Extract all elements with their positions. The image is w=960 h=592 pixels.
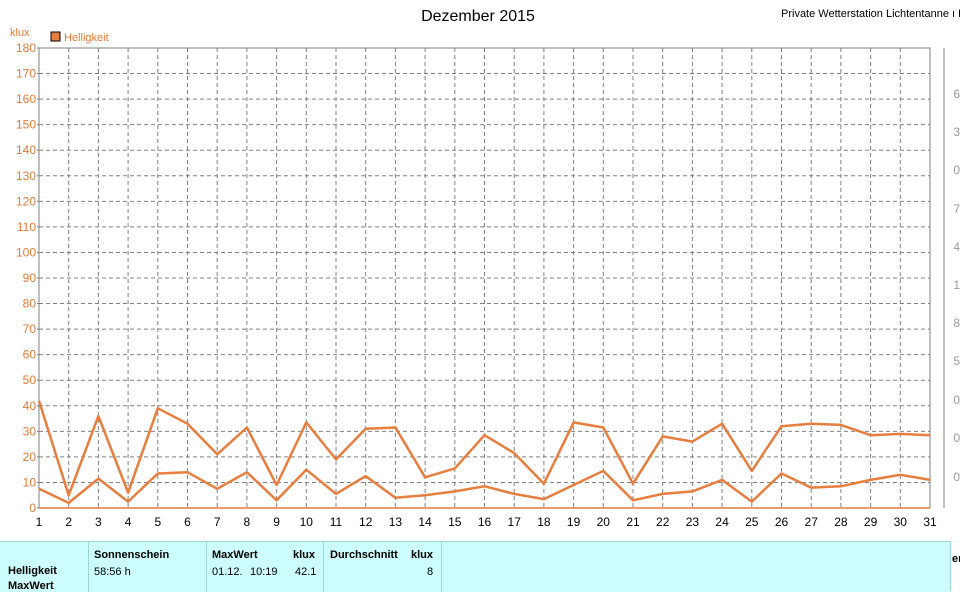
y-tick-label: 120	[16, 194, 36, 208]
right-edge-text: er	[952, 553, 960, 565]
x-tick-label: 9	[273, 515, 280, 529]
y-tick-label: 70	[23, 322, 37, 336]
series-line-2	[38, 468, 931, 505]
x-tick-label: 5	[154, 515, 161, 529]
chart-title: Dezember 2015	[421, 8, 535, 25]
x-tick-label: 6	[184, 515, 191, 529]
x-tick-label: 27	[805, 515, 819, 529]
sonnenschein-label: Sonnenschein	[94, 549, 170, 561]
right-tick-label: 5	[953, 354, 960, 368]
y-tick-label: 90	[23, 271, 37, 285]
x-tick-label: 28	[834, 515, 848, 529]
right-tick-label: 0	[953, 163, 960, 177]
y-tick-label: 140	[16, 143, 36, 157]
x-tick-label: 31	[923, 515, 937, 529]
y-tick-label: 100	[16, 245, 36, 259]
x-tick-label: 17	[508, 515, 522, 529]
x-tick-label: 20	[597, 515, 611, 529]
stats-right-edge: er	[950, 541, 960, 591]
y-tick-label: 60	[23, 348, 37, 362]
y-tick-label: 80	[23, 297, 37, 311]
x-tick-label: 7	[214, 515, 221, 529]
right-tick-label: 1	[953, 278, 960, 292]
y-tick-label: 170	[16, 67, 36, 81]
right-tick-label: 0	[953, 431, 960, 445]
y-tick-label: 0	[29, 501, 36, 515]
sonnenschein-value: 58:56 h	[94, 566, 131, 578]
x-tick-label: 21	[626, 515, 640, 529]
stats-row-labels: Helligkeit MaxWert	[0, 542, 89, 592]
legend-swatch	[50, 31, 61, 42]
x-tick-label: 4	[125, 515, 132, 529]
y-tick-label: 20	[23, 450, 37, 464]
maxwert-unit: klux	[293, 549, 316, 561]
series-line-1	[37, 400, 931, 497]
x-tick-label: 2	[65, 515, 72, 529]
y-tick-label: 180	[16, 41, 36, 55]
x-tick-label: 1	[36, 515, 43, 529]
x-tick-label: 11	[330, 515, 343, 529]
right-tick-label: 0	[953, 470, 960, 484]
x-tick-label: 15	[448, 515, 462, 529]
maxwert-value: 42.1	[295, 566, 317, 578]
row-label-maxwert: MaxWert	[8, 580, 54, 592]
durchschnitt-unit: klux	[411, 549, 434, 561]
x-tick-label: 18	[537, 515, 551, 529]
x-tick-label: 22	[656, 515, 670, 529]
y-axis-ticks: 0 10 20 30 40 50 60 70 80 90 100 110 120 130 140 150 160…	[16, 41, 39, 515]
x-tick-label: 29	[864, 515, 878, 529]
x-tick-label: 30	[894, 515, 908, 529]
x-tick-label: 25	[745, 515, 759, 529]
x-tick-label: 13	[389, 515, 403, 529]
y-axis-unit: klux	[10, 27, 30, 39]
right-tick-label: 8	[953, 316, 960, 330]
maxwert-label: MaxWert	[212, 549, 258, 561]
right-tick-label: 6	[953, 87, 960, 101]
x-tick-label: 16	[478, 515, 492, 529]
maxwert-date: 01.12.	[212, 566, 243, 578]
stats-table: Helligkeit MaxWert Sonnenschein 58:56 h …	[0, 541, 950, 592]
legend: Helligkeit	[50, 31, 109, 44]
station-name: Private Wetterstation Lichtentanne ı L	[781, 8, 960, 20]
y-tick-label: 150	[16, 118, 36, 132]
y-tick-label: 130	[16, 169, 36, 183]
x-axis-ticks: 1 2 3 4 5 6 7 8 9 10 11 12 13 14 15 16 17 18 19 20 21 22 23 24 2…	[36, 515, 937, 529]
row-label-helligkeit: Helligkeit	[8, 565, 57, 577]
right-tick-label: 7	[953, 202, 960, 216]
chart: Dezember 2015 Private Wetterstation Lich…	[10, 8, 960, 529]
x-tick-label: 24	[715, 515, 729, 529]
maxwert-time: 10:19	[250, 566, 278, 578]
durchschnitt-label: Durchschnitt	[330, 549, 398, 561]
x-tick-label: 23	[686, 515, 700, 529]
stats-col-sonnenschein: Sonnenschein 58:56 h	[88, 542, 207, 592]
x-tick-label: 26	[775, 515, 789, 529]
right-tick-label: 4	[953, 240, 960, 254]
y-tick-label: 40	[23, 399, 37, 413]
stats-col-durchschnitt: Durchschnitt klux 8	[323, 542, 442, 592]
right-tick-label: 0	[953, 393, 960, 407]
y-tick-label: 160	[16, 92, 36, 106]
x-tick-label: 12	[359, 515, 373, 529]
y-tick-label: 50	[23, 373, 37, 387]
x-tick-label: 14	[418, 515, 432, 529]
legend-label: Helligkeit	[64, 32, 109, 44]
y-tick-label: 10	[23, 475, 37, 489]
x-tick-label: 19	[567, 515, 581, 529]
x-tick-label: 3	[95, 515, 102, 529]
stats-col-maxwert: MaxWert klux 01.12. 10:19 42.1	[206, 542, 324, 592]
y-tick-label: 30	[23, 424, 37, 438]
x-tick-label: 10	[300, 515, 314, 529]
durchschnitt-value: 8	[427, 566, 434, 578]
series-group	[37, 400, 931, 505]
y-tick-label: 110	[17, 220, 36, 234]
right-tick-label: 3	[953, 125, 960, 139]
x-tick-label: 8	[244, 515, 251, 529]
grid	[38, 47, 931, 509]
